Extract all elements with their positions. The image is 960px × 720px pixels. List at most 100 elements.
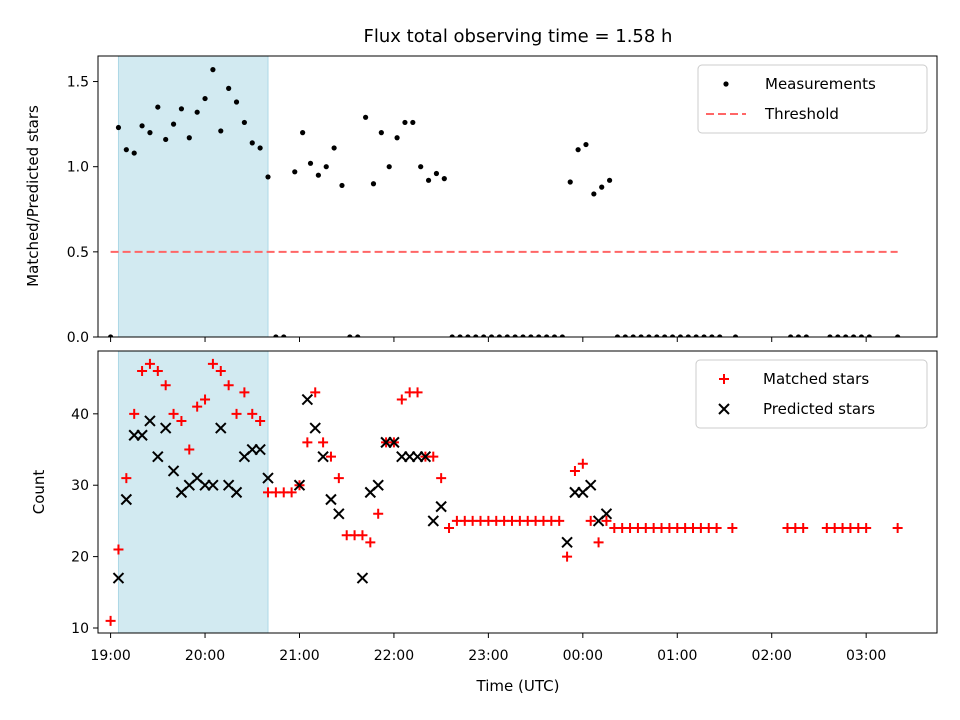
measurement-point xyxy=(496,334,502,337)
top-y-tick-label: 1.5 xyxy=(67,75,89,91)
predicted-point xyxy=(325,493,337,506)
x-tick-label: 00:00 xyxy=(563,648,603,664)
measurement-point xyxy=(155,104,161,110)
measurement-point xyxy=(803,334,809,337)
top-observing-window xyxy=(117,56,269,337)
predicted-point xyxy=(136,429,148,441)
matched-point xyxy=(601,515,612,526)
predicted-point xyxy=(230,486,243,499)
measurement-point xyxy=(544,334,550,337)
measurement-point xyxy=(378,130,384,136)
top-y-tick-label: 1.0 xyxy=(67,160,89,176)
matched-point xyxy=(129,408,140,419)
predicted-point xyxy=(112,572,125,584)
matched-point xyxy=(152,365,163,376)
measurement-point xyxy=(210,67,216,73)
predicted-point xyxy=(293,479,306,491)
ratio-panel: 0.0 0.5 1.0 1.5 Measurements Threshold xyxy=(67,55,938,346)
measurement-point xyxy=(402,119,408,126)
count-panel: 10 20 30 40 19:00 20:00 21:00 22:00 23:00 00:00 01… xyxy=(71,350,938,664)
measurement-point xyxy=(843,334,849,337)
matched-point xyxy=(554,515,565,526)
measurement-point xyxy=(449,334,455,337)
measurement-point xyxy=(551,334,558,337)
matched-point xyxy=(318,437,329,448)
predicted-point xyxy=(372,479,384,491)
x-tick-label: 02:00 xyxy=(752,648,792,664)
measurement-point xyxy=(606,177,613,183)
matched-point xyxy=(192,401,203,412)
measurement-point xyxy=(504,334,510,337)
measurement-point xyxy=(622,334,628,337)
legend-label: Matched stars xyxy=(763,370,869,388)
measurement-point xyxy=(701,334,707,337)
measurement-point xyxy=(709,334,715,337)
predicted-point xyxy=(144,415,156,427)
measurement-point xyxy=(536,334,542,337)
measurement-point xyxy=(520,334,526,337)
measurement-point xyxy=(638,334,644,337)
measurement-point xyxy=(194,109,200,115)
measurement-point xyxy=(241,119,247,126)
bottom-observing-window xyxy=(117,351,269,633)
measurement-point xyxy=(386,164,392,170)
measurement-point xyxy=(281,334,287,337)
bottom-frame xyxy=(97,350,938,634)
predicted-point xyxy=(435,500,447,513)
matched-point xyxy=(365,537,376,548)
matched-point xyxy=(223,380,234,391)
x-tick-label: 20:00 xyxy=(185,648,225,664)
matched-point xyxy=(373,508,384,519)
predicted-point xyxy=(427,515,439,527)
measurement-point xyxy=(433,170,440,177)
measurement-point xyxy=(481,334,487,337)
measurement-point xyxy=(788,334,794,337)
bottom-y-tick-label: 40 xyxy=(71,407,89,423)
measurement-point xyxy=(488,334,495,337)
measurement-point xyxy=(732,334,739,337)
measurement-point xyxy=(131,150,137,156)
measurement-point xyxy=(202,95,208,102)
measurement-point xyxy=(257,145,263,151)
legend-measurement-marker xyxy=(723,81,729,87)
measurement-point xyxy=(895,334,901,337)
measurement-point xyxy=(265,174,271,180)
bottom-y-axis-label: Count xyxy=(30,470,48,515)
measurement-point xyxy=(630,334,636,337)
matched-point xyxy=(593,537,604,548)
legend-predicted-marker xyxy=(718,403,730,415)
measurement-point xyxy=(307,160,314,166)
measurement-point xyxy=(273,334,279,337)
predicted-point xyxy=(301,393,314,406)
matched-point xyxy=(286,487,297,498)
matched-point xyxy=(333,473,344,484)
matched-point xyxy=(727,523,738,534)
measurement-point xyxy=(315,172,321,178)
matched-point xyxy=(562,551,573,562)
predicted-point xyxy=(356,572,369,584)
predicted-point xyxy=(262,472,274,484)
measurement-point xyxy=(850,334,857,337)
matched-point xyxy=(160,380,171,391)
bottom-plot-area xyxy=(105,351,903,633)
matched-point xyxy=(215,365,226,376)
measurement-point xyxy=(370,181,377,187)
measurement-point xyxy=(457,334,463,337)
measurement-point xyxy=(394,135,400,141)
measurement-point xyxy=(323,164,329,170)
measurement-point xyxy=(410,119,416,126)
measurement-point xyxy=(717,334,723,337)
predicted-point xyxy=(309,422,321,434)
measurement-point xyxy=(139,123,145,129)
matched-point xyxy=(892,523,903,534)
predicted-point xyxy=(215,422,227,434)
top-plot-area xyxy=(107,56,901,337)
measurement-point xyxy=(226,85,232,91)
x-tick-label: 22:00 xyxy=(374,648,414,664)
measurement-point xyxy=(795,334,802,337)
matched-point xyxy=(436,473,447,484)
matched-point xyxy=(325,451,336,462)
matched-point xyxy=(861,523,872,534)
matched-point xyxy=(176,415,187,426)
